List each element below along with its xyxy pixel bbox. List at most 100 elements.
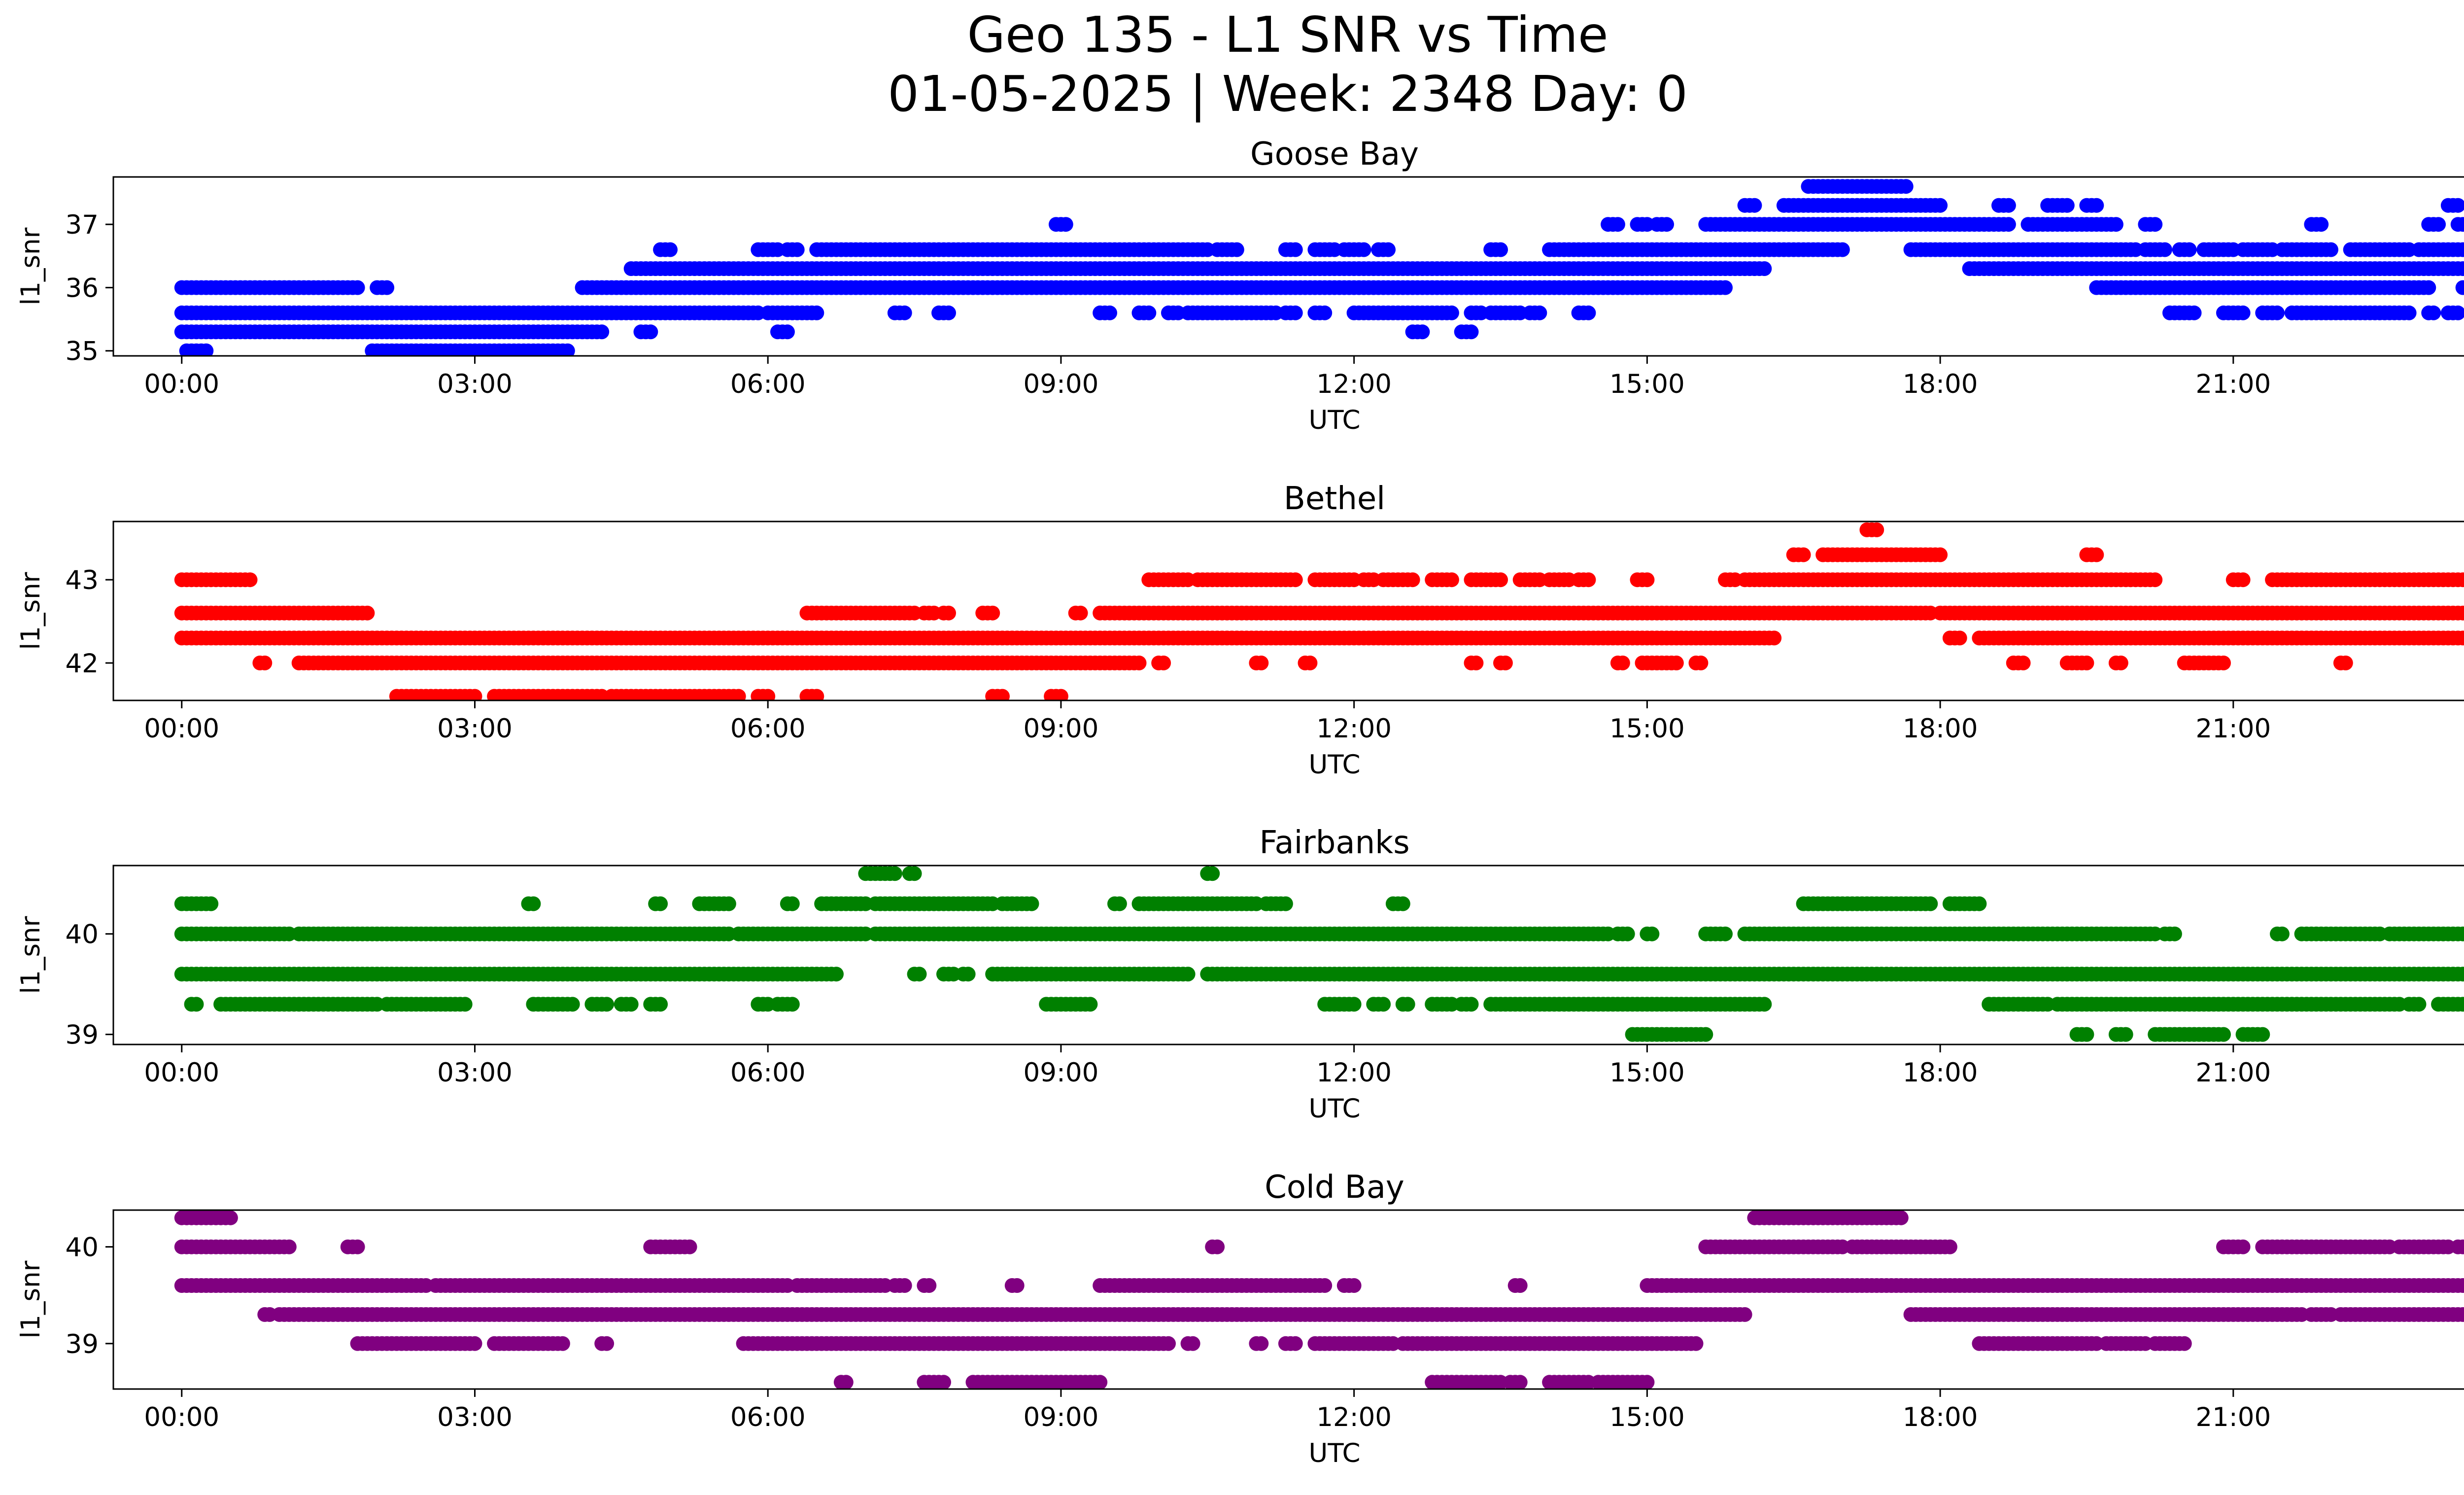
charts.0.point-1329 xyxy=(2182,242,2197,257)
charts.2.point-1324 xyxy=(1923,896,1938,911)
charts.1.point-296 xyxy=(2338,656,2353,670)
charts.1.point-1179 xyxy=(1493,572,1508,588)
figure-title-line-1: Geo 135 - L1 SNR vs Time xyxy=(967,6,1608,64)
charts.2.point-1154 xyxy=(2274,926,2290,941)
charts.2.point-136 xyxy=(1346,997,1362,1012)
charts.0.point-283 xyxy=(1102,305,1117,320)
charts.3.point-201 xyxy=(1161,1336,1176,1351)
charts.2.y-axis-label: l1_snr xyxy=(16,916,46,994)
charts.2.point-112 xyxy=(653,997,668,1012)
charts.2.point-15 xyxy=(1698,1027,1713,1042)
charts.2.point-1188 xyxy=(2460,927,2464,940)
charts.0.point-357 xyxy=(2187,305,2202,320)
charts.0.point-277 xyxy=(897,305,912,320)
charts.2.x-tick-label-3: 09:00 xyxy=(1024,1058,1099,1088)
charts.0.point-671 xyxy=(1718,280,1733,295)
charts.2.point-493 xyxy=(1180,967,1196,982)
charts.2.point-21 xyxy=(2118,1027,2133,1042)
charts.0.x-tick-label-3: 09:00 xyxy=(1024,369,1099,399)
charts.3.point-1 xyxy=(838,1375,854,1389)
charts.2.point-139 xyxy=(1376,997,1391,1012)
charts.0.point-1354 xyxy=(2324,242,2338,257)
charts.1.point-1283 xyxy=(2148,572,2163,588)
charts.0.y-tick-label-1: 36 xyxy=(66,273,99,303)
charts.0.point-1558 xyxy=(2450,198,2464,213)
charts.0.point-1552 xyxy=(2059,198,2075,213)
charts.1.point-1172 xyxy=(1444,572,1459,588)
charts.2.point-18 xyxy=(2079,1027,2094,1042)
charts.0.point-393 xyxy=(2426,305,2441,320)
charts.1.points xyxy=(174,522,2464,700)
charts.0.title: Goose Bay xyxy=(1250,136,1419,173)
charts.0.point-366 xyxy=(2270,305,2285,320)
charts.1.point-1286 xyxy=(2235,572,2251,588)
charts.1.point-1167 xyxy=(1405,572,1420,588)
charts.1.point-265 xyxy=(1615,656,1630,670)
charts.2.point-1297 xyxy=(1395,896,1410,911)
charts.2.point-1057 xyxy=(1620,926,1635,941)
charts.1.point-809 xyxy=(985,605,1000,621)
charts.1.point-80 xyxy=(257,656,273,670)
charts.1.x-tick-label-1: 03:00 xyxy=(437,714,513,744)
charts.1.point-1148 xyxy=(1288,572,1303,588)
charts.0.point-280 xyxy=(941,305,956,320)
charts.1.point-294 xyxy=(2216,656,2231,670)
charts.1.point-1342 xyxy=(1796,547,1811,562)
charts.0.point-141 xyxy=(1415,324,1430,340)
charts.1.point-778 xyxy=(360,605,375,621)
charts.2.point-1264 xyxy=(1112,896,1127,911)
charts.0.point-1496 xyxy=(2460,218,2464,231)
charts.0.x-tick-label-7: 21:00 xyxy=(2195,369,2271,399)
charts.1.point-255 xyxy=(1156,656,1171,670)
charts.0.x-tick-label-2: 06:00 xyxy=(730,369,806,399)
charts.1.x-tick-label-3: 09:00 xyxy=(1024,714,1099,744)
charts.2.point-119 xyxy=(785,997,800,1012)
charts.1.point-259 xyxy=(1302,656,1318,670)
charts.2.title: Fairbanks xyxy=(1259,825,1409,861)
charts.0.x-tick-label-6: 18:00 xyxy=(1903,369,1978,399)
charts.1.point-1091 xyxy=(2460,606,2464,620)
charts.0.point-433 xyxy=(350,280,365,295)
charts.3.point-205 xyxy=(1254,1336,1269,1351)
charts.2.point-206 xyxy=(1757,997,1772,1012)
charts.2.x-tick-label-0: 00:00 xyxy=(144,1058,219,1088)
charts.0.point-1484 xyxy=(2108,217,2123,232)
charts.0.point-1393 xyxy=(1058,217,1073,232)
charts.0.x-axis-label: UTC xyxy=(1308,405,1360,435)
charts.3.point-286 xyxy=(1688,1336,1704,1351)
charts.0.point-1490 xyxy=(2314,217,2329,232)
charts.1.point-273 xyxy=(1669,656,1684,670)
charts.1.point-1118 xyxy=(242,572,258,588)
charts.3.point-6 xyxy=(936,1375,951,1389)
charts.2.x-tick-label-4: 12:00 xyxy=(1316,1058,1392,1088)
charts.3.point-33 xyxy=(1093,1375,1108,1389)
charts.0.point-1197 xyxy=(1288,242,1303,257)
charts.2.point-1342 xyxy=(1205,866,1220,881)
charts.0.y-tick-label-0: 35 xyxy=(66,337,99,367)
charts.0.point-314 xyxy=(1317,305,1333,320)
charts.0.y-tick-label-2: 37 xyxy=(66,210,99,240)
charts.0.point-135 xyxy=(643,324,658,340)
charts.2.point-129 xyxy=(1083,997,1098,1012)
charts.3.point-111 xyxy=(555,1336,570,1351)
charts.0.point-1274 xyxy=(1835,242,1850,257)
figure-title-line-2: 01-05-2025 | Week: 2348 Day: 0 xyxy=(888,65,1687,123)
charts.2.point-300 xyxy=(2460,998,2464,1011)
charts.0.point-1487 xyxy=(2148,217,2163,232)
charts.1.point-69 xyxy=(760,689,776,700)
charts.2.x-tick-label-5: 15:00 xyxy=(1609,1058,1685,1088)
charts.2.y-tick-label-0: 39 xyxy=(66,1020,99,1050)
charts.1.point-811 xyxy=(1073,605,1088,621)
charts.0.axes-frame xyxy=(112,176,2464,357)
charts.2.point-1152 xyxy=(2167,926,2182,941)
charts.2.point-1218 xyxy=(721,896,736,911)
charts.0.point-1378 xyxy=(2460,243,2464,256)
charts.3.point-71 xyxy=(1640,1375,1655,1389)
charts.2.point-93 xyxy=(457,997,473,1012)
charts.0.point-391 xyxy=(2401,305,2417,320)
charts.2.point-1340 xyxy=(907,866,922,881)
charts.2.point-1262 xyxy=(1024,896,1039,911)
charts.2.x-tick-label-7: 21:00 xyxy=(2195,1058,2271,1088)
